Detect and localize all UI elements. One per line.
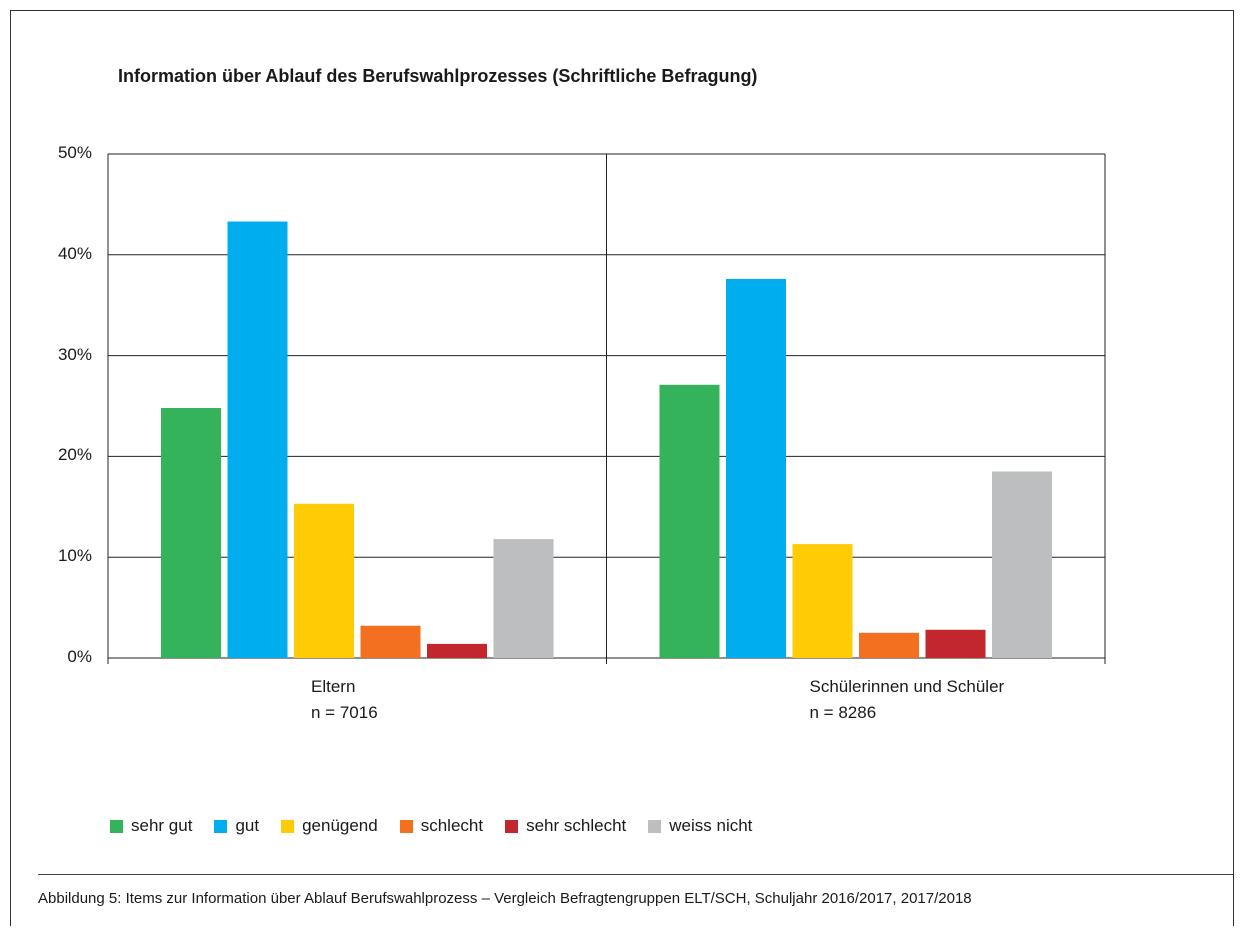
- legend-item: schlecht: [399, 816, 484, 836]
- bar-genügend: [792, 544, 853, 658]
- figure-caption: Abbildung 5: Items zur Information über …: [38, 890, 972, 907]
- x-group-label: Schülerinnen und Schüler n = 8286: [810, 674, 1005, 726]
- bar-schlecht: [360, 625, 421, 658]
- legend-swatch: [214, 819, 228, 833]
- legend-swatch: [281, 819, 295, 833]
- legend-label: gut: [235, 816, 260, 835]
- legend-item: sehr gut: [110, 816, 192, 836]
- bar-weiss-nicht: [493, 539, 554, 658]
- figure-frame: [10, 10, 1234, 926]
- bar-schlecht: [859, 632, 919, 658]
- legend-label: sehr gut: [131, 816, 193, 835]
- bar-gut: [726, 278, 786, 658]
- legend-label: sehr schlecht: [526, 816, 627, 835]
- group-name: Schülerinnen und Schüler: [809, 677, 1005, 696]
- y-tick-label: 20%: [57, 445, 92, 465]
- bar-genügend: [294, 503, 354, 658]
- y-tick-label: 10%: [57, 546, 92, 566]
- chart-title: Information über Ablauf des Berufswahlpr…: [118, 66, 758, 86]
- y-tick-label: 40%: [57, 243, 92, 263]
- y-tick-label: 0%: [67, 647, 92, 666]
- y-tick-label: 30%: [57, 344, 92, 364]
- legend-swatch: [648, 819, 662, 833]
- x-group-label: Eltern n = 7016: [311, 674, 378, 726]
- legend: sehr gut gut genügend schlecht sehr schlecht…: [110, 816, 774, 836]
- legend-label: schlecht: [420, 816, 484, 835]
- legend-label: weiss nicht: [669, 816, 753, 835]
- bar-weiss-nicht: [992, 471, 1052, 658]
- legend-item: weiss nicht: [648, 816, 752, 836]
- bar-sehr-schlecht: [427, 643, 487, 658]
- bar-sehr-gut: [659, 384, 720, 658]
- y-tick-label: 50%: [57, 143, 92, 162]
- group-sample-size: n = 8286: [809, 703, 877, 722]
- legend-item: sehr schlecht: [505, 816, 626, 836]
- legend-swatch: [505, 819, 519, 833]
- caption-divider: [38, 874, 1234, 875]
- legend-item: genügend: [281, 816, 378, 836]
- group-name: Eltern: [311, 677, 356, 696]
- bar-gut: [227, 221, 288, 658]
- group-sample-size: n = 7016: [311, 703, 378, 722]
- bar-sehr-schlecht: [925, 629, 986, 658]
- bar-sehr-gut: [161, 408, 221, 658]
- legend-label: genügend: [302, 816, 378, 835]
- legend-swatch: [399, 819, 413, 833]
- legend-item: gut: [214, 816, 259, 836]
- legend-swatch: [110, 819, 123, 833]
